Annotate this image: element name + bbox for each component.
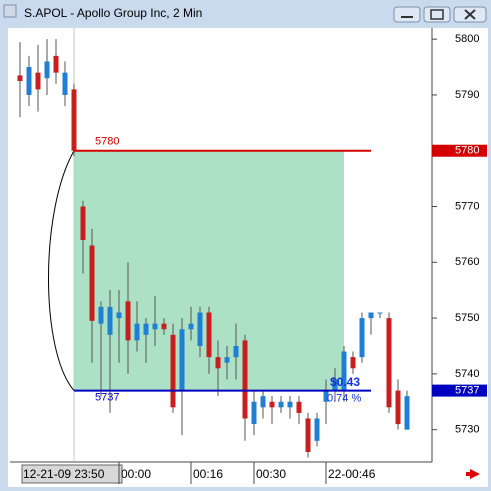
candle-body [107,306,113,335]
level-axis-box [432,384,487,397]
candle-body [152,323,158,330]
candle-body [179,329,185,391]
candle-body [242,340,248,419]
measure-change: $0.43 [330,375,360,389]
y-tick-label: 5790 [455,89,479,101]
x-tick-label: 12-21-09 23:50 [23,467,105,481]
candle-body [44,61,50,79]
candle-body [98,306,104,324]
level-axis-label: 5780 [455,145,479,157]
candle-body [125,301,131,341]
candle-body [305,418,311,452]
level-label: 5737 [95,392,119,404]
x-tick-label: 22-00:46 [328,467,376,481]
candle-body [377,312,383,314]
y-tick-label: 5800 [455,33,479,45]
app-icon [3,4,17,18]
candle-body [206,312,212,358]
maximize-glyph [430,9,444,20]
y-tick-label: 5750 [455,312,479,324]
candle-body [287,401,293,408]
measure-bracket [48,150,75,391]
candle-body [116,312,122,319]
y-tick-label: 5740 [455,368,479,380]
candle-body [53,55,59,73]
candle-body [35,72,41,90]
candle-body [215,357,221,369]
candle-body [26,67,32,95]
x-tick-label: 00:00 [121,467,151,481]
candle-body [260,396,266,408]
x-label-highlight [21,464,123,484]
candle-body [89,245,95,321]
candle-body [296,401,302,413]
candle-body [368,312,374,319]
measure-percent: 0.74 % [327,393,361,405]
close-glyph [464,9,476,20]
x-tick-label: 00:16 [193,467,223,481]
y-tick-label: 5760 [455,256,479,268]
candle-body [350,357,356,369]
candle-body [161,323,167,330]
candle-body [341,351,347,391]
candle-body [62,72,68,95]
candle-body [269,401,275,408]
y-tick-label: 5730 [455,424,479,436]
candle-body [332,379,338,391]
candle-body [278,401,284,408]
candle-body [197,312,203,346]
level-label: 5780 [95,136,119,148]
candle-body [233,345,239,358]
y-tick-label: 5770 [455,200,479,212]
level-axis-box [432,144,487,157]
candle-body [386,318,392,408]
level-axis-label: 5737 [455,385,479,397]
candle-body [17,75,23,81]
candle-body [251,401,257,425]
scroll-arrow[interactable] [466,469,480,479]
candle-body [224,357,230,363]
plot: 5730 5740 5750 5760 5770 5780 5790 5800 12-21-09… [17,33,487,484]
candle-body [404,396,410,430]
candle-body [71,89,77,151]
minimize-button[interactable] [393,6,421,23]
window-title: S.APOL - Apollo Group Inc, 2 Min [24,6,202,20]
candle-body [395,390,401,425]
candle-body [323,390,329,402]
x-tick-label: 00:30 [256,467,286,481]
candle-body [80,206,86,240]
candle-body [314,418,320,441]
candle-body [143,323,149,335]
candle-body [359,318,365,358]
candle-body [134,323,140,341]
candle-body [188,323,194,330]
candle-body [170,334,176,408]
